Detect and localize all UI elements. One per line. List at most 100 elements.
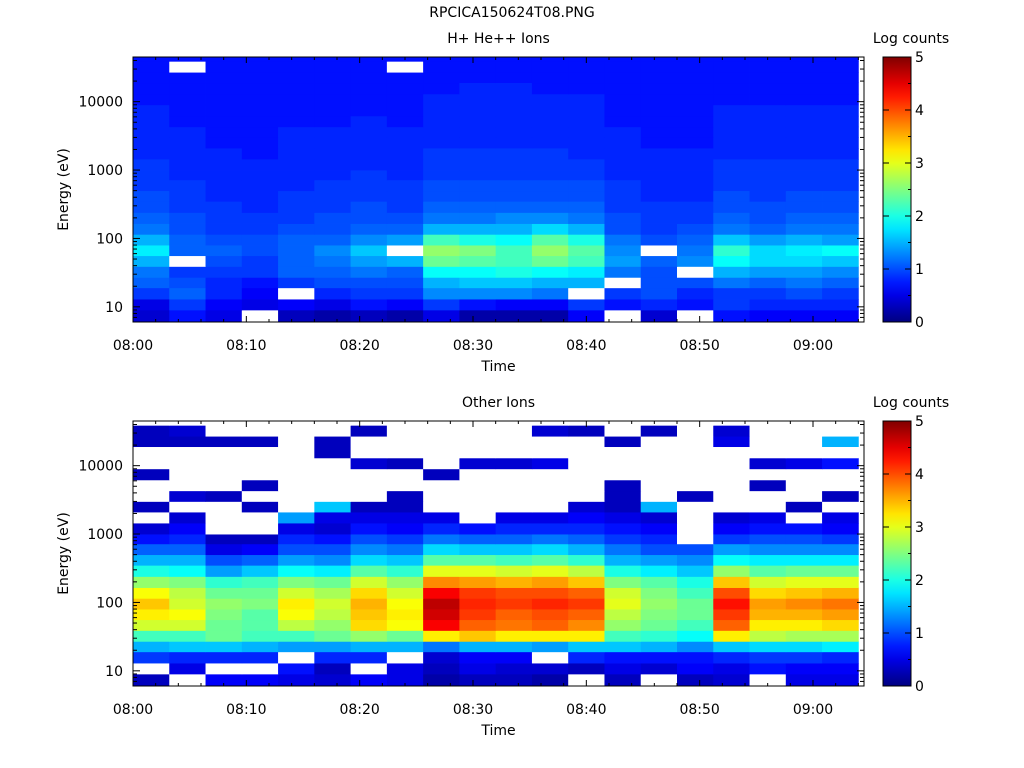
heatmap-cell <box>459 543 497 556</box>
heatmap-cell <box>459 137 497 149</box>
heatmap-cell <box>713 179 750 192</box>
heatmap-cell <box>749 126 787 138</box>
heatmap-cell <box>677 287 714 300</box>
panel-2: Other Ions 08:00 08:10 08:20 08:30 08:40 08:50… <box>56 395 949 739</box>
heatmap-cell <box>386 663 424 675</box>
heatmap-cell <box>531 309 569 322</box>
colorbar-title: Log counts <box>873 31 949 47</box>
heatmap-cell <box>604 104 642 117</box>
heatmap-cell <box>677 554 714 566</box>
heatmap-cell <box>677 277 714 289</box>
heatmap-cell <box>314 641 351 653</box>
heatmap-cell <box>423 170 460 181</box>
heatmap-cell <box>423 115 460 128</box>
heatmap-cell <box>785 234 823 246</box>
heatmap-cell <box>423 576 460 588</box>
heatmap-cell <box>350 137 388 149</box>
y-tick-label: 10000 <box>78 95 123 111</box>
heatmap-cell <box>568 446 605 459</box>
heatmap-cell <box>604 245 642 257</box>
heatmap-cell <box>169 501 206 513</box>
heatmap-cell <box>640 651 678 664</box>
heatmap-cell <box>749 212 787 224</box>
heatmap-cell <box>459 277 497 289</box>
heatmap-cell <box>531 523 569 535</box>
heatmap-cell <box>314 673 351 686</box>
heatmap-cell <box>677 663 714 675</box>
heatmap-cell <box>677 446 714 459</box>
heatmap-cell <box>677 201 714 213</box>
heatmap-cell <box>314 554 351 566</box>
heatmap-cell <box>205 179 243 192</box>
heatmap-cell <box>785 93 823 106</box>
heatmap-cell <box>459 576 497 588</box>
heatmap-cell <box>278 299 315 311</box>
heatmap-cell <box>785 148 823 160</box>
heatmap-cell <box>205 651 243 664</box>
heatmap-cell <box>241 576 279 588</box>
heatmap-cell <box>386 457 424 470</box>
panel-title: Other Ions <box>462 395 535 411</box>
heatmap-cell <box>169 565 206 577</box>
heatmap-cell <box>604 72 642 84</box>
heatmap-cell <box>278 309 315 322</box>
colorbar-tick-label: 0 <box>915 315 924 331</box>
heatmap-cell <box>386 148 424 160</box>
heatmap-cell <box>568 93 605 106</box>
heatmap-cell <box>822 170 859 181</box>
heatmap-cell <box>713 170 750 181</box>
heatmap-cell <box>423 554 460 566</box>
heatmap-cell <box>241 115 279 128</box>
heatmap-cell <box>133 512 170 524</box>
heatmap-cell <box>604 126 642 138</box>
heatmap-cell <box>459 630 497 642</box>
figure-title: RPCICA150624T08.PNG <box>429 5 595 21</box>
heatmap-cell <box>314 543 351 556</box>
heatmap-cell <box>677 137 714 149</box>
heatmap-cell <box>350 630 388 642</box>
heatmap-cell <box>459 201 497 213</box>
heatmap-cell <box>241 255 279 267</box>
heatmap-cell <box>640 534 678 545</box>
heatmap-cell <box>677 501 714 513</box>
heatmap-cell <box>640 512 678 524</box>
heatmap-cell <box>822 255 859 267</box>
heatmap-cell <box>423 641 460 653</box>
heatmap-cell <box>785 673 823 686</box>
heatmap-cell <box>495 115 533 128</box>
heatmap-cell <box>314 72 351 84</box>
heatmap-cell <box>241 126 279 138</box>
heatmap-cell <box>314 148 351 160</box>
heatmap-cell <box>495 223 533 235</box>
heatmap-cell <box>459 446 497 459</box>
heatmap-cell <box>133 72 170 84</box>
heatmap-cell <box>205 479 243 492</box>
heatmap-cell <box>640 170 678 181</box>
heatmap-cell <box>749 598 787 610</box>
colorbar-tick-label: 4 <box>915 467 924 483</box>
heatmap-cell <box>205 223 243 235</box>
heatmap-cell <box>495 234 533 246</box>
heatmap-cell <box>423 309 460 322</box>
heatmap-cell <box>640 457 678 470</box>
heatmap-cell <box>169 421 206 426</box>
heatmap-cell <box>531 299 569 311</box>
heatmap-cell <box>386 223 424 235</box>
heatmap-cell <box>495 641 533 653</box>
heatmap-cell <box>713 287 750 300</box>
heatmap-cell <box>350 309 388 322</box>
heatmap-cell <box>459 115 497 128</box>
heatmap-cell <box>640 490 678 502</box>
heatmap-cell <box>169 61 206 73</box>
heatmap-cell <box>785 223 823 235</box>
heatmap-cell <box>133 179 170 192</box>
heatmap-cell <box>350 673 388 686</box>
heatmap-cell <box>278 490 315 502</box>
heatmap-cell <box>568 179 605 192</box>
heatmap-cell <box>459 673 497 686</box>
heatmap-cell <box>495 609 533 621</box>
heatmap-cell <box>350 534 388 545</box>
heatmap-cell <box>241 663 279 675</box>
heatmap-cell <box>350 115 388 128</box>
heatmap-cell <box>133 93 170 106</box>
